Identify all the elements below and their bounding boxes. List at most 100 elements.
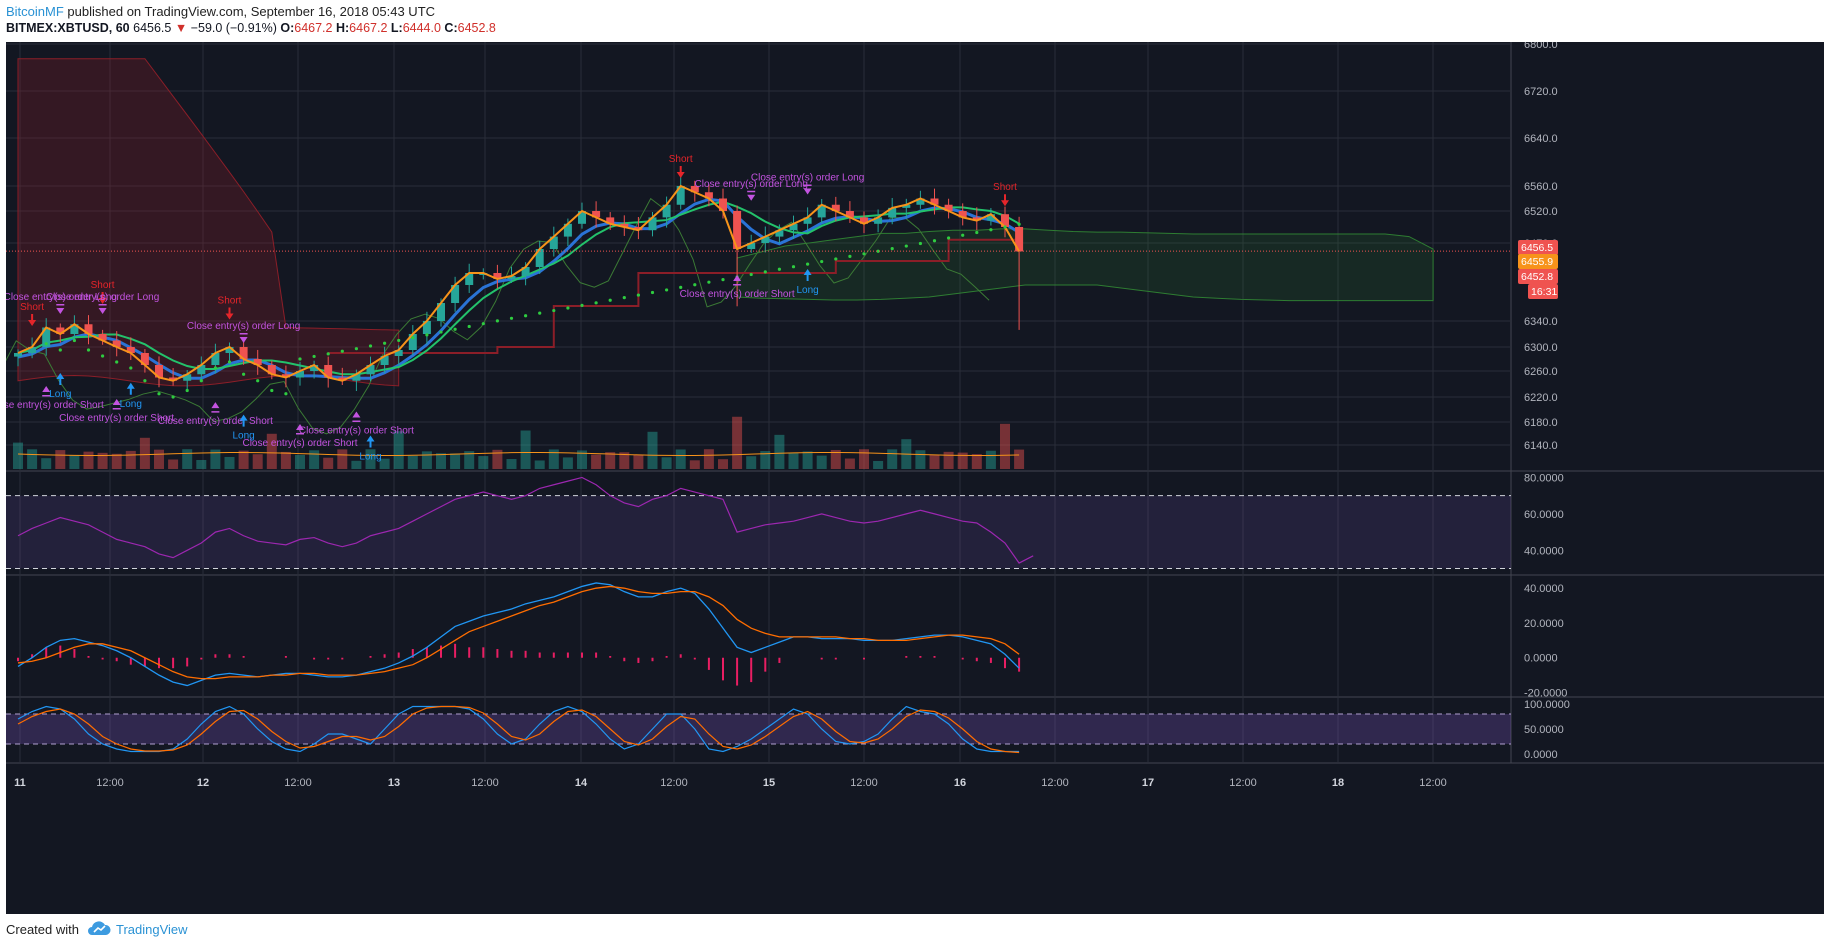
close-label: C: (444, 21, 458, 35)
volume-bar (746, 456, 757, 469)
sar-dot (552, 308, 556, 313)
short-arrow-icon (28, 314, 37, 326)
price-tick-label: 6640.0 (1524, 133, 1558, 145)
rsi-pane[interactable] (6, 476, 1511, 570)
signal-label: Close entry(s) order Long (46, 292, 159, 303)
volume-bar (971, 454, 982, 469)
tradingview-cloud-icon[interactable] (86, 919, 112, 937)
price-axis[interactable]: 6800.06720.06640.06560.06520.06470.06340… (1518, 42, 1570, 761)
price-badge-bg (1518, 240, 1558, 255)
volume-bar (548, 449, 559, 469)
close-entry-icon (42, 386, 51, 397)
price-badge: 6456.5 (1518, 240, 1558, 255)
candle-body (592, 211, 601, 218)
price-tick-label: 6140.0 (1524, 440, 1558, 452)
candle-body (535, 249, 544, 267)
stoch-d-line (17, 705, 1020, 754)
macd-tick-label: 40.0000 (1524, 583, 1564, 595)
signal-label: Long (120, 399, 142, 410)
signal-long: Long (359, 435, 382, 463)
signal-long: Long (120, 382, 142, 410)
sar-dot (707, 280, 711, 284)
stoch-band (6, 714, 1511, 744)
volume-bar (464, 451, 475, 469)
macd-pane[interactable] (17, 582, 1021, 687)
sar-dot (354, 347, 358, 351)
volume-bar (675, 449, 686, 469)
pane-separators (6, 42, 1824, 764)
sar-dot (834, 257, 838, 261)
stoch-tick-label: 100.0000 (1524, 699, 1570, 711)
close-entry-icon (803, 184, 812, 195)
signal-label: Close entry(s) order Short (299, 426, 414, 437)
sar-dot (918, 241, 923, 246)
candle-body (690, 186, 699, 193)
sar-dot (171, 395, 175, 399)
short-arrow-icon (1001, 194, 1009, 207)
volume-bar (492, 449, 503, 469)
candle-body (944, 204, 953, 211)
sar-dot (495, 319, 499, 323)
chart-header: BitcoinMF published on TradingView.com, … (0, 0, 1828, 42)
rsi-tick-label: 60.0000 (1524, 509, 1564, 521)
volume-bar (985, 450, 996, 469)
candle-body (916, 198, 925, 205)
close-price-line (17, 184, 1020, 382)
sar-dot (298, 357, 302, 361)
signal-label: Short (91, 280, 115, 291)
signal-close: Close entry(s) order Short (158, 402, 273, 427)
author-link[interactable]: BitcoinMF (6, 4, 64, 19)
sar-dot (820, 259, 824, 264)
volume-bar (844, 458, 855, 469)
price-tick-label: 6180.0 (1524, 417, 1558, 429)
stoch-rsi-pane[interactable] (6, 705, 1511, 754)
sar-dot (791, 265, 796, 269)
sar-dot (904, 244, 908, 248)
time-axis[interactable]: 11 12:00 12 12:00 13 12:00 14 12:00 15 12:00 16 12:… (14, 777, 1447, 789)
sar-dot (213, 366, 217, 370)
volume-bar (957, 452, 968, 469)
stoch-tick-label: 0.0000 (1524, 749, 1558, 761)
symbol-name[interactable]: BITMEX:XBTUSD, 60 (6, 21, 130, 35)
symbol-legend: BITMEX:XBTUSD, 60 6456.5 ▼ −59.0 (−0.91%… (6, 21, 496, 35)
lagging-span-line (6, 197, 990, 435)
candle-body (70, 324, 79, 334)
candle-body (183, 374, 192, 381)
sar-dot (538, 311, 542, 315)
candle-body (747, 243, 756, 249)
candle-body (225, 347, 234, 353)
sar-dot (975, 230, 979, 235)
volume-bar (788, 453, 799, 469)
sar-dot (199, 379, 203, 383)
price-tick-label: 6300.0 (1524, 342, 1558, 354)
signal-label: Close entry(s) order Long (751, 173, 864, 184)
candle-body (958, 211, 967, 218)
price-tick-label: 6800.0 (1524, 42, 1558, 51)
short-arrow-icon (225, 307, 234, 320)
candle-body (267, 365, 276, 375)
close-entry-icon (211, 402, 220, 413)
volume-bar (224, 456, 235, 469)
volume-bar (562, 457, 573, 469)
candle-body (972, 217, 981, 221)
sar-dot (876, 249, 880, 253)
volume-bar (154, 449, 164, 469)
volume-bar (520, 430, 531, 469)
candle-body (549, 236, 558, 249)
price-change: −59.0 (−0.91%) (190, 21, 277, 35)
volume-bar (13, 442, 23, 469)
sar-dot (227, 360, 232, 364)
sar-dot (383, 341, 387, 345)
short-arrow-icon (676, 166, 685, 178)
last-price: 6456.5 (133, 21, 172, 35)
sar-dot (580, 303, 584, 307)
senkou-step-line (328, 238, 1020, 354)
tradingview-brand[interactable]: TradingView (116, 922, 188, 937)
volume-bar (266, 433, 277, 469)
volume-bar (182, 449, 193, 469)
candle-body (465, 273, 474, 285)
candle-body (239, 347, 248, 359)
time-tick-label: 12 (197, 777, 209, 789)
